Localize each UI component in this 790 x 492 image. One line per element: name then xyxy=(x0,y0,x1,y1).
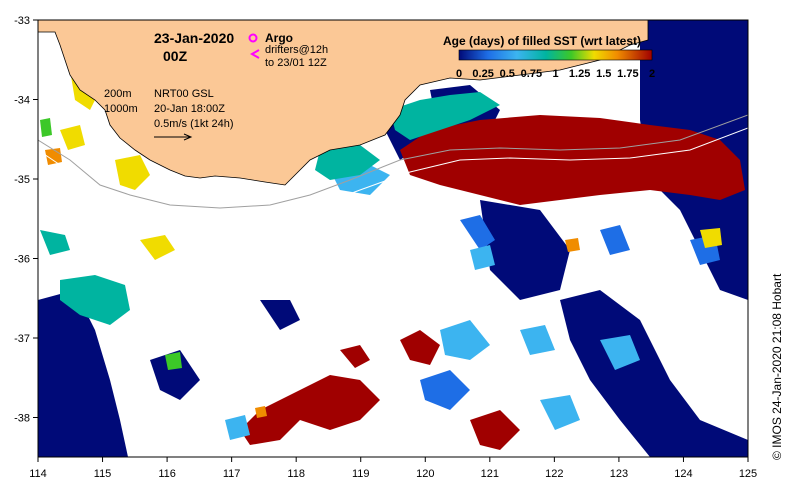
x-tick-label: 117 xyxy=(223,468,241,480)
colorbar-ticks: 0 0.25 0.5 0.75 1 1.25 1.5 1.75 2 xyxy=(456,68,655,80)
x-tick-label: 123 xyxy=(610,468,628,480)
x-tick-label: 121 xyxy=(481,468,499,480)
argo-label: Argo xyxy=(265,31,293,45)
credit-text: © IMOS 24-Jan-2020 21:08 Hobart xyxy=(770,273,784,460)
y-tick-label: -37 xyxy=(14,333,30,345)
y-tick-label: -35 xyxy=(14,174,30,186)
x-tick-label: 119 xyxy=(352,468,370,480)
product-time: 20-Jan 18:00Z xyxy=(154,103,225,115)
vector-scale-arrow-icon xyxy=(154,133,193,141)
colorbar-tick-label: 0 xyxy=(456,68,462,80)
plot-frame xyxy=(37,19,749,458)
sst-age-orange-patches xyxy=(45,148,580,418)
colorbar-tick-label: 1.5 xyxy=(596,68,611,80)
y-tick-label: -38 xyxy=(14,413,30,425)
colorbar-tick-label: 2 xyxy=(649,68,655,80)
colorbar xyxy=(458,49,653,61)
contour-1000m-label: 1000m xyxy=(104,103,138,115)
x-tick-label: 118 xyxy=(287,468,305,480)
drifter-marker-icon xyxy=(249,49,260,59)
argo-marker-icon xyxy=(248,33,258,43)
colorbar-tick-label: 0.5 xyxy=(500,68,515,80)
contour-1000m xyxy=(38,127,748,221)
x-tick-label: 125 xyxy=(739,468,757,480)
colorbar-title: Age (days) of filled SST (wrt latest) xyxy=(443,34,641,48)
y-tick-label: -33 xyxy=(14,15,30,27)
product-label: NRT00 GSL xyxy=(154,88,214,100)
sst-age-teal-patches xyxy=(40,92,500,325)
land-mass xyxy=(38,20,649,186)
vector-scale-label: 0.5m/s (1kt 24h) xyxy=(154,118,233,130)
x-tick-label: 124 xyxy=(674,468,692,480)
map-date: 23-Jan-2020 xyxy=(154,30,234,46)
x-tick-label: 120 xyxy=(416,468,434,480)
colorbar-tick-label: 0.25 xyxy=(472,68,493,80)
contour-200m xyxy=(38,114,748,209)
colorbar-tick-label: 1 xyxy=(552,68,558,80)
colorbar-tick-label: 1.25 xyxy=(569,68,590,80)
x-tick-label: 114 xyxy=(29,468,47,480)
y-tick-label: -36 xyxy=(14,254,30,266)
colorbar-tick-label: 1.75 xyxy=(617,68,638,80)
x-axis: 114 115 116 117 118 119 120 121 122 123 124 125 xyxy=(29,457,757,480)
colorbar-tick-label: 0.75 xyxy=(521,68,542,80)
x-tick-label: 122 xyxy=(545,468,563,480)
drifters-range: to 23/01 12Z xyxy=(265,57,327,69)
drifters-label: drifters@12h xyxy=(265,44,328,56)
x-tick-label: 115 xyxy=(94,468,112,480)
map-time: 00Z xyxy=(163,48,188,64)
y-axis: -33 -34 -35 -36 -37 -38 xyxy=(14,15,38,425)
x-tick-label: 116 xyxy=(158,468,176,480)
contour-200m-label: 200m xyxy=(104,88,132,100)
y-tick-label: -34 xyxy=(14,95,30,107)
